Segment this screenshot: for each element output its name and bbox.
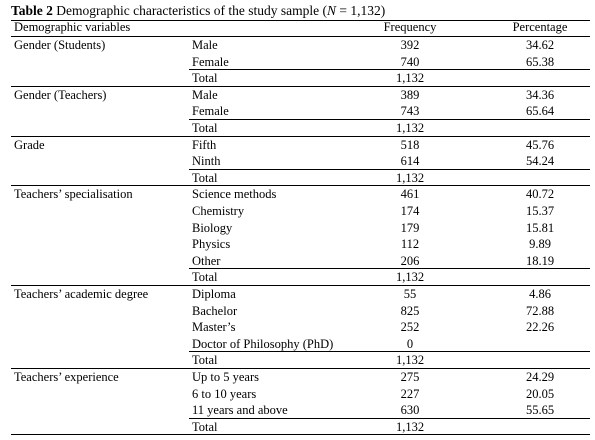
group-total-rule [189,268,590,270]
total-frequency: 1,132 [395,353,425,368]
row-frequency: 392 [400,38,420,52]
total-frequency: 1,132 [395,121,425,135]
row-frequency: 55 [403,287,417,301]
row-frequency: 389 [400,87,420,102]
row-percentage: 65.64 [525,104,555,119]
row-category: 11 years and above [192,403,288,418]
row-percentage: 72.88 [525,303,555,318]
row-category: Female [192,104,229,119]
row-frequency: 461 [400,187,420,202]
table-top-rule [11,20,590,21]
row-category: Physics [192,237,231,252]
total-frequency: 1,132 [395,71,425,86]
total-label: Total [192,170,218,185]
row-frequency: 0 [406,336,414,351]
row-frequency: 227 [400,386,420,401]
row-category: Master’s [192,320,236,335]
total-label: Total [192,270,218,285]
total-label: Total [192,419,218,434]
group-name: Teachers’ experience [14,370,119,384]
header-percentage: Percentage [512,20,568,34]
group-total-rule [189,417,590,419]
row-category: Biology [192,220,233,235]
row-frequency: 179 [400,220,420,235]
row-frequency: 614 [400,154,420,169]
total-label: Total [192,121,218,135]
row-frequency: 518 [400,137,420,152]
row-frequency: 275 [400,370,420,384]
group-total-rule [189,119,590,120]
row-category: Ninth [192,154,221,169]
caption-n-symbol: N [326,3,336,18]
row-category: Male [192,38,218,52]
row-percentage: 22.26 [525,320,555,335]
row-percentage: 24.29 [525,370,555,384]
row-percentage: 20.05 [525,386,555,401]
total-frequency: 1,132 [395,419,425,434]
row-frequency: 206 [400,253,420,268]
row-category: Up to 5 years [192,370,259,384]
row-category: Chemistry [192,204,245,218]
group-name: Gender (Students) [14,38,106,52]
group-separator-rule [11,85,590,87]
row-category: Other [192,253,221,268]
row-category: Doctor of Philosophy (PhD) [192,336,334,351]
row-category: Female [192,54,229,69]
group-total-rule [189,69,590,71]
group-name: Teachers’ specialisation [14,187,133,202]
row-percentage: 54.24 [525,154,555,169]
row-frequency: 252 [400,320,420,335]
row-percentage: 40.72 [525,187,555,202]
table-bottom-rule [11,434,590,436]
row-percentage: 55.65 [525,403,555,418]
row-frequency: 112 [400,237,420,252]
caption-text-before: Demographic characteristics of the study… [56,3,327,18]
group-separator-rule [11,135,590,137]
header-rule [11,36,590,37]
header-frequency: Frequency [383,20,437,34]
row-frequency: 740 [400,54,420,69]
group-name: Teachers’ academic degree [14,287,149,301]
row-category: 6 to 10 years [192,386,257,401]
total-label: Total [192,71,218,86]
row-frequency: 174 [400,204,420,218]
row-frequency: 743 [400,104,420,119]
table-caption: Table 2 Demographic characteristics of t… [11,3,385,19]
total-frequency: 1,132 [395,270,425,285]
row-category: Diploma [192,287,236,301]
row-percentage: 65.38 [525,54,555,69]
group-name: Grade [14,137,45,152]
group-total-rule [189,351,590,353]
row-percentage: 45.76 [525,137,555,152]
row-percentage: 34.62 [525,38,555,52]
row-percentage: 9.89 [529,237,551,252]
row-percentage: 4.86 [529,287,551,301]
row-category: Fifth [192,137,217,152]
row-category: Bachelor [192,303,238,318]
group-separator-rule [11,285,590,286]
row-percentage: 34.36 [525,87,555,102]
group-separator-rule [11,368,590,369]
row-category: Science methods [192,187,277,202]
row-frequency: 825 [400,303,420,318]
total-label: Total [192,353,218,368]
row-percentage: 18.19 [525,253,555,268]
row-percentage: 15.81 [525,220,555,235]
caption-text-after: = 1,132) [335,3,386,18]
group-name: Gender (Teachers) [14,87,107,102]
group-total-rule [189,168,590,170]
row-percentage: 15.37 [525,204,555,218]
row-category: Male [192,87,218,102]
table-label: Table 2 [11,3,53,18]
row-frequency: 630 [400,403,420,418]
total-frequency: 1,132 [395,170,425,185]
group-separator-rule [11,185,590,187]
header-variable: Demographic variables [14,20,131,34]
